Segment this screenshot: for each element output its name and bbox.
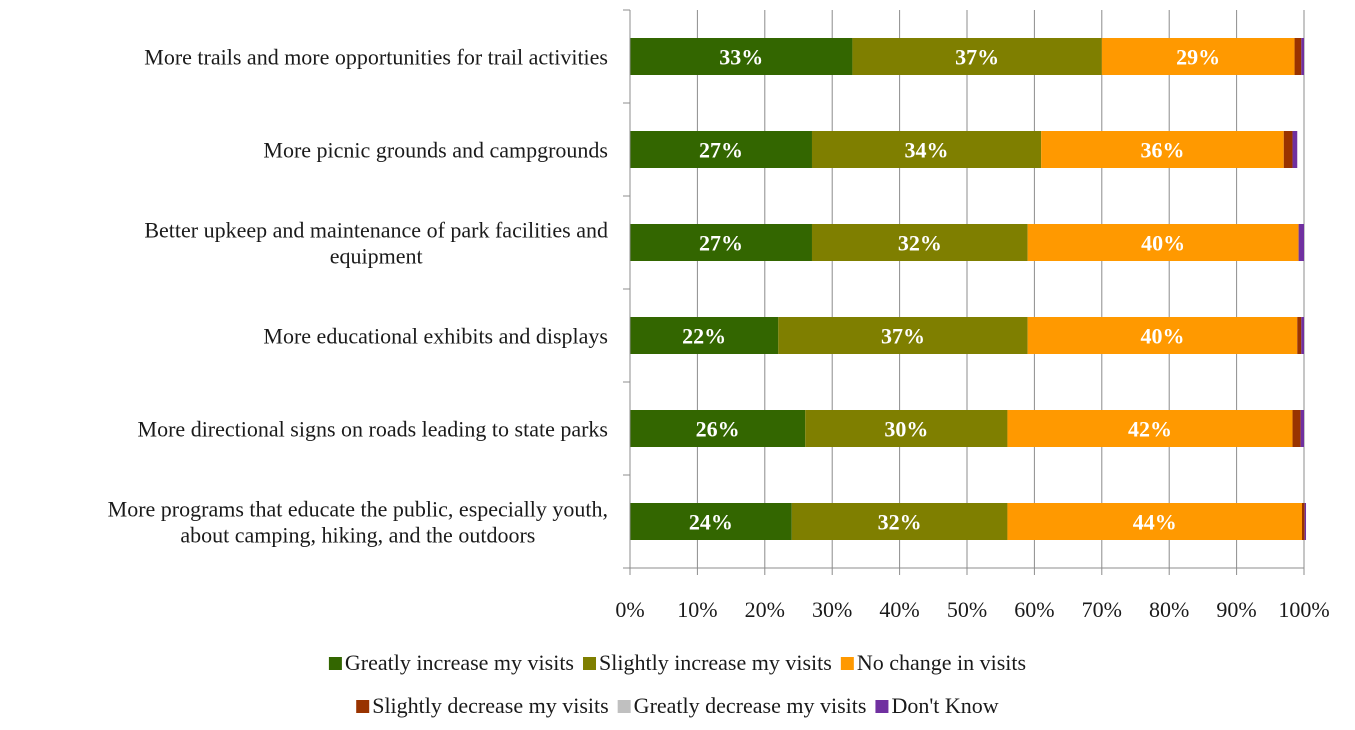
bar-segment: [1027, 317, 1298, 354]
data-label: 30%: [884, 417, 928, 442]
bar-segment: [630, 131, 812, 168]
data-label: 22%: [682, 324, 726, 349]
bar-segment: [1300, 410, 1304, 447]
x-tick-labels: 0% 10% 20% 30% 40% 50% 60% 70% 80% 90% 100%: [615, 597, 1329, 622]
category-label: about camping, hiking, and the outdoors: [180, 523, 535, 548]
data-label: 44%: [1133, 510, 1177, 535]
x-tick-label: 40%: [879, 597, 919, 622]
data-label: 42%: [1128, 417, 1172, 442]
bar-segment: [630, 38, 853, 75]
legend-label: Greatly decrease my visits: [634, 693, 867, 718]
bar-segment: [1298, 224, 1304, 261]
bar-segment: [1304, 503, 1307, 540]
data-label: 37%: [881, 324, 925, 349]
category-label: More programs that educate the public, e…: [108, 497, 608, 522]
category-label: More picnic grounds and campgrounds: [263, 138, 608, 163]
data-label: 27%: [699, 231, 743, 256]
bar-segment: [791, 503, 1008, 540]
bar-segment: [630, 410, 806, 447]
bar-segment: [1041, 131, 1284, 168]
legend-row: Slightly decrease my visits Greatly decre…: [356, 693, 999, 718]
bar-segment: [778, 317, 1028, 354]
category-label: More trails and more opportunities for t…: [144, 45, 608, 70]
bar-segment: [1297, 317, 1302, 354]
category-label: More directional signs on roads leading …: [138, 417, 608, 442]
bar-segment: [852, 38, 1102, 75]
bar-segment: [630, 503, 792, 540]
legend-swatch: [875, 700, 889, 713]
data-label: 40%: [1141, 231, 1185, 256]
bar-segment: [1027, 224, 1299, 261]
legend-row: Greatly increase my visits Slightly incre…: [328, 650, 1026, 675]
legend-label: No change in visits: [857, 650, 1026, 675]
legend-swatch: [840, 657, 854, 670]
bar-segment: [1292, 131, 1298, 168]
bar-segment: [630, 224, 812, 261]
bar-segment: [1301, 503, 1305, 540]
data-label: 36%: [1140, 138, 1184, 163]
x-tick-label: 100%: [1278, 597, 1329, 622]
gridlines: [696, 10, 1305, 568]
x-tick-label: 10%: [677, 597, 717, 622]
bar-segment: [1007, 410, 1293, 447]
bar-segment: [811, 224, 1028, 261]
legend: Greatly increase my visits Slightly incre…: [328, 650, 1026, 718]
legend-label: Slightly increase my visits: [599, 650, 832, 675]
bars: 33% 37% 29% 27% 34% 36% 27% 32% 40% 22% 37% 40% 26% 3…: [630, 38, 1307, 540]
data-label: 27%: [699, 138, 743, 163]
category-label: equipment: [330, 244, 423, 269]
data-label: 29%: [1176, 45, 1220, 70]
legend-label: Slightly decrease my visits: [372, 693, 608, 718]
data-label: 33%: [719, 45, 763, 70]
bar-segment: [1294, 38, 1302, 75]
bar-segment: [1292, 410, 1301, 447]
bar-segment: [1301, 38, 1304, 75]
x-tick-label: 30%: [812, 597, 852, 622]
legend-swatch: [356, 700, 370, 713]
category-labels: More trails and more opportunities for t…: [108, 45, 608, 548]
axes: [623, 9, 1305, 575]
data-label: 37%: [955, 45, 999, 70]
legend-label: Greatly increase my visits: [345, 650, 574, 675]
x-tick-label: 80%: [1149, 597, 1189, 622]
bar-segment: [630, 317, 779, 354]
bar-segment: [805, 410, 1008, 447]
bar-segment: [1007, 503, 1302, 540]
x-tick-label: 0%: [615, 597, 644, 622]
x-tick-label: 60%: [1014, 597, 1054, 622]
legend-swatch: [617, 700, 631, 713]
x-tick-label: 70%: [1082, 597, 1122, 622]
data-label: 26%: [696, 417, 740, 442]
bar-segment: [1283, 131, 1293, 168]
data-label: 24%: [689, 510, 733, 535]
legend-swatch: [583, 657, 597, 670]
bar-segment: [1301, 317, 1304, 354]
bar-segment: [811, 131, 1042, 168]
data-label: 32%: [878, 510, 922, 535]
bar-segment: [1101, 38, 1295, 75]
x-tick-label: 50%: [947, 597, 987, 622]
category-label: More educational exhibits and displays: [263, 324, 608, 349]
data-label: 32%: [898, 231, 942, 256]
x-tick-label: 20%: [745, 597, 785, 622]
legend-swatch: [328, 657, 342, 670]
category-label: Better upkeep and maintenance of park fa…: [144, 218, 608, 243]
data-label: 34%: [905, 138, 949, 163]
data-label: 40%: [1140, 324, 1184, 349]
x-tick-label: 90%: [1216, 597, 1256, 622]
legend-label: Don't Know: [891, 693, 998, 718]
